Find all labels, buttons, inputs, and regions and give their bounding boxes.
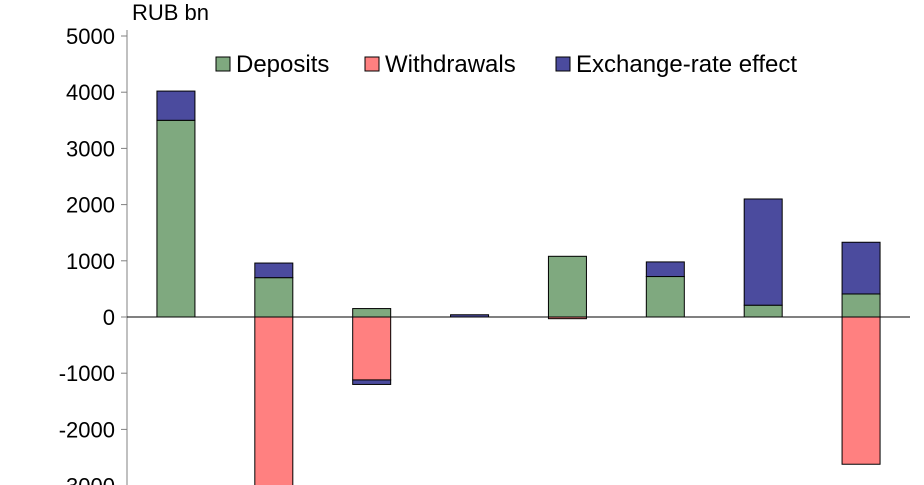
y-tick-label: 5000 — [66, 24, 115, 49]
bar-segment-deposits-2 — [254, 277, 294, 318]
bar-segment-withdrawals-3 — [352, 316, 392, 381]
legend-label-withdrawals: Withdrawals — [385, 51, 516, 78]
y-axis: 5000 4000 3000 2000 1000 0 -1000 -2000 -3000 — [59, 24, 128, 485]
legend-swatch-withdrawals — [364, 56, 380, 72]
legend-label-deposits: Deposits — [236, 51, 329, 78]
bar-segment-withdrawals-2 — [254, 316, 294, 485]
bar-segment-deposits-8 — [841, 293, 881, 318]
y-tick-label: -1000 — [59, 361, 115, 386]
bar-segment-deposits-3 — [352, 308, 392, 318]
legend: Deposits Withdrawals Exchange-rate effect — [215, 51, 797, 78]
y-tick-label: -3000 — [59, 474, 115, 485]
bar-segment-exchange-rate-effect-3 — [352, 379, 392, 385]
bar-segment-withdrawals-8 — [841, 316, 881, 465]
y-tick-label: 2000 — [66, 193, 115, 218]
y-tick-label: 1000 — [66, 249, 115, 274]
bar-segment-exchange-rate-effect-8 — [841, 241, 881, 295]
bar-segment-deposits-7 — [743, 304, 783, 318]
y-tick-label: 3000 — [66, 136, 115, 161]
bars — [156, 90, 881, 485]
legend-swatch-deposits — [215, 56, 231, 72]
y-tick-label: -2000 — [59, 417, 115, 442]
bar-segment-deposits-6 — [645, 276, 685, 318]
bar-segment-exchange-rate-effect-1 — [156, 90, 196, 121]
bar-segment-exchange-rate-effect-7 — [743, 198, 783, 306]
legend-label-exchange-rate-effect: Exchange-rate effect — [576, 51, 797, 78]
y-tick-label: 0 — [103, 305, 115, 330]
bar-segment-exchange-rate-effect-6 — [645, 261, 685, 278]
bar-segment-exchange-rate-effect-2 — [254, 262, 294, 279]
bar-segment-deposits-5 — [547, 255, 587, 318]
bar-segment-deposits-1 — [156, 119, 196, 318]
y-tick-label: 4000 — [66, 80, 115, 105]
y-unit-label: RUB bn — [132, 0, 209, 25]
legend-swatch-exchange-rate-effect — [555, 56, 571, 72]
